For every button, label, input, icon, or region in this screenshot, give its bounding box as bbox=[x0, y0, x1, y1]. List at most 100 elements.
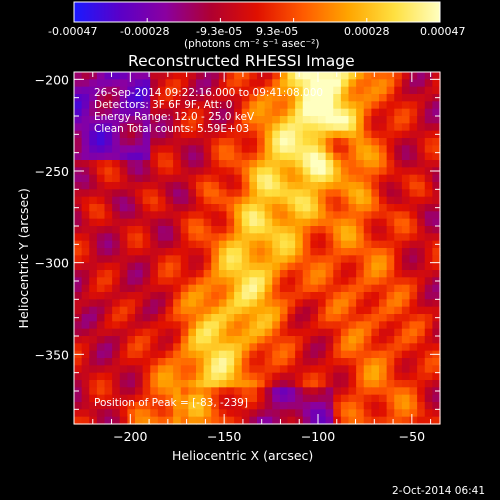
heatmap-cell bbox=[173, 409, 182, 418]
heatmap-cell bbox=[180, 262, 189, 271]
heatmap-cell bbox=[310, 284, 319, 293]
heatmap-cell bbox=[325, 299, 334, 308]
heatmap-cell bbox=[104, 409, 113, 418]
heatmap-cell bbox=[318, 226, 327, 234]
heatmap-cell bbox=[401, 167, 411, 176]
heatmap-cell bbox=[333, 123, 342, 132]
heatmap-cell bbox=[318, 394, 327, 403]
heatmap-cell bbox=[119, 79, 128, 88]
heatmap-cell bbox=[157, 306, 167, 315]
heatmap-cell bbox=[302, 138, 311, 146]
heatmap-cell bbox=[287, 240, 296, 249]
heatmap-cell bbox=[401, 328, 411, 337]
heatmap-cell bbox=[127, 262, 136, 271]
heatmap-cell bbox=[150, 204, 159, 212]
heatmap-cell bbox=[356, 380, 365, 388]
heatmap-cell bbox=[188, 402, 197, 410]
heatmap-cell bbox=[203, 380, 212, 388]
heatmap-cell bbox=[340, 409, 350, 418]
heatmap-cell bbox=[157, 328, 167, 337]
heatmap-cell bbox=[394, 255, 403, 264]
heatmap-cell bbox=[333, 292, 342, 300]
heatmap-cell bbox=[234, 94, 243, 102]
heatmap-cell bbox=[340, 218, 350, 227]
heatmap-cell bbox=[74, 138, 83, 146]
heatmap-cell bbox=[165, 343, 174, 352]
heatmap-cell bbox=[211, 218, 220, 227]
heatmap-cell bbox=[394, 167, 403, 176]
heatmap-cell bbox=[150, 108, 159, 117]
heatmap-cell bbox=[310, 248, 319, 256]
heatmap-cell bbox=[173, 402, 182, 410]
heatmap-cell bbox=[81, 306, 90, 315]
heatmap-cell bbox=[173, 204, 182, 212]
heatmap-cell bbox=[165, 292, 174, 300]
heatmap-cell bbox=[363, 321, 372, 330]
heatmap-cell bbox=[188, 321, 197, 330]
heatmap-cell bbox=[409, 262, 418, 271]
heatmap-cell bbox=[165, 152, 174, 161]
heatmap-cell bbox=[104, 123, 113, 132]
heatmap-cell bbox=[348, 358, 357, 366]
heatmap-cell bbox=[241, 189, 250, 198]
heatmap-cell bbox=[127, 270, 136, 278]
heatmap-cell bbox=[89, 343, 98, 352]
heatmap-cell bbox=[104, 130, 113, 139]
heatmap-cell bbox=[333, 328, 342, 337]
heatmap-cell bbox=[142, 167, 151, 176]
heatmap-cell bbox=[196, 380, 205, 388]
heatmap-cell bbox=[81, 160, 90, 168]
heatmap-cell bbox=[363, 196, 372, 205]
heatmap-cell bbox=[173, 284, 182, 293]
heatmap-cell bbox=[287, 152, 296, 161]
heatmap-cell bbox=[203, 292, 212, 300]
heatmap-cell bbox=[348, 248, 357, 256]
heatmap-cell bbox=[150, 365, 159, 374]
heatmap-cell bbox=[89, 358, 98, 366]
heatmap-cell bbox=[119, 189, 128, 198]
heatmap-cell bbox=[180, 336, 189, 344]
heatmap-cell bbox=[302, 196, 311, 205]
heatmap-cell bbox=[211, 284, 220, 293]
heatmap-cell bbox=[310, 402, 319, 410]
heatmap-cell bbox=[333, 394, 342, 403]
heatmap-cell bbox=[348, 138, 357, 146]
heatmap-cell bbox=[119, 343, 128, 352]
heatmap-cell bbox=[409, 182, 418, 190]
heatmap-cell bbox=[165, 108, 174, 117]
heatmap-cell bbox=[180, 270, 189, 278]
heatmap-cell bbox=[272, 94, 281, 102]
heatmap-cell bbox=[340, 211, 350, 220]
heatmap-cell bbox=[318, 196, 327, 205]
heatmap-cell bbox=[203, 387, 212, 396]
heatmap-cell bbox=[302, 387, 311, 396]
heatmap-cell bbox=[257, 350, 266, 359]
heatmap-cell bbox=[356, 328, 365, 337]
heatmap-cell bbox=[417, 116, 426, 124]
heatmap-cell bbox=[279, 380, 289, 388]
heatmap-cell bbox=[333, 402, 342, 410]
heatmap-cell bbox=[401, 358, 411, 366]
heatmap-cell bbox=[287, 233, 296, 242]
heatmap-cell bbox=[318, 211, 327, 220]
heatmap-cell bbox=[379, 130, 388, 139]
heatmap-cell bbox=[234, 365, 243, 374]
heatmap-cell bbox=[295, 196, 304, 205]
heatmap-cell bbox=[417, 306, 426, 315]
heatmap-cell bbox=[340, 328, 350, 337]
heatmap-cell bbox=[127, 145, 136, 154]
heatmap-cell bbox=[96, 138, 106, 146]
heatmap-cell bbox=[150, 409, 159, 418]
x-tick-label: −100 bbox=[301, 429, 335, 444]
heatmap-cell bbox=[379, 248, 388, 256]
heatmap-cell bbox=[264, 284, 273, 293]
heatmap-cell bbox=[104, 211, 113, 220]
heatmap-cell bbox=[363, 365, 372, 374]
heatmap-cell bbox=[218, 130, 228, 139]
heatmap-cell bbox=[226, 387, 235, 396]
heatmap-cell bbox=[112, 233, 121, 242]
heatmap-cell bbox=[135, 255, 144, 264]
heatmap-cell bbox=[135, 328, 144, 337]
heatmap-cell bbox=[257, 321, 266, 330]
heatmap-cell bbox=[417, 167, 426, 176]
